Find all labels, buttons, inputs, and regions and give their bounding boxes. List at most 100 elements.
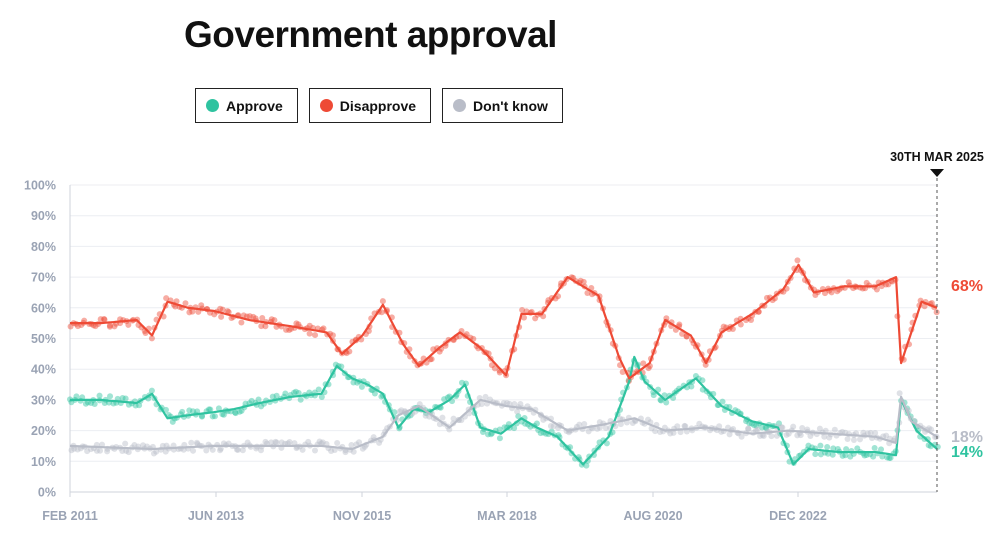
data-point-approve — [719, 398, 726, 405]
data-point-don-t-know — [104, 448, 111, 455]
data-point-disapprove — [812, 292, 819, 299]
data-point-don-t-know — [268, 439, 275, 446]
data-point-don-t-know — [122, 440, 129, 447]
data-point-don-t-know — [123, 447, 130, 454]
data-point-don-t-know — [217, 445, 224, 452]
data-point-don-t-know — [350, 448, 357, 455]
data-point-disapprove — [246, 313, 253, 320]
data-point-approve — [775, 420, 782, 427]
data-point-disapprove — [577, 277, 584, 284]
data-point-don-t-know — [657, 429, 664, 436]
y-tick-label: 70% — [31, 271, 56, 285]
data-point-disapprove — [268, 316, 275, 323]
x-tick-label: DEC 2022 — [769, 509, 827, 523]
disapprove-dot-icon — [319, 99, 333, 112]
data-point-approve — [282, 390, 289, 397]
data-point-disapprove — [491, 365, 498, 372]
data-point-disapprove — [320, 325, 327, 332]
data-point-don-t-know — [450, 415, 457, 422]
data-point-don-t-know — [826, 434, 833, 441]
data-point-disapprove — [794, 257, 801, 264]
data-point-don-t-know — [334, 439, 341, 446]
data-point-don-t-know — [194, 441, 201, 448]
data-point-don-t-know — [482, 393, 489, 400]
dots-layer — [66, 257, 941, 469]
data-point-approve — [583, 462, 590, 469]
data-point-don-t-know — [262, 438, 269, 445]
data-point-don-t-know — [860, 429, 867, 436]
legend-label-disapprove: Disapprove — [339, 97, 417, 114]
data-point-approve — [82, 400, 89, 407]
data-point-approve — [812, 451, 819, 458]
data-point-don-t-know — [244, 439, 251, 446]
data-point-approve — [537, 430, 544, 437]
legend-item-disapprove[interactable]: Disapprove — [308, 88, 432, 123]
data-point-approve — [830, 445, 837, 452]
data-point-disapprove — [258, 323, 265, 330]
y-tick-label: 90% — [31, 209, 56, 223]
data-point-don-t-know — [119, 447, 126, 454]
data-point-approve — [194, 408, 201, 415]
series-line-approve — [70, 355, 938, 466]
data-point-don-t-know — [239, 447, 246, 454]
data-point-disapprove — [619, 368, 626, 375]
data-point-disapprove — [488, 362, 495, 369]
data-point-approve — [817, 442, 824, 449]
data-point-approve — [692, 373, 699, 380]
data-point-approve — [699, 377, 706, 384]
data-point-don-t-know — [821, 433, 828, 440]
data-point-approve — [198, 413, 205, 420]
x-tick-label: MAR 2018 — [477, 509, 537, 523]
data-point-disapprove — [921, 303, 928, 310]
data-point-approve — [751, 422, 758, 429]
data-point-don-t-know — [125, 449, 132, 456]
data-point-don-t-know — [319, 439, 326, 446]
data-point-disapprove — [295, 321, 302, 328]
data-point-don-t-know — [799, 424, 806, 431]
data-point-approve — [91, 401, 98, 408]
data-point-don-t-know — [844, 436, 851, 443]
legend: Approve Disapprove Don't know — [195, 88, 563, 123]
data-point-approve — [258, 403, 265, 410]
data-point-approve — [205, 406, 212, 413]
data-point-don-t-know — [816, 425, 823, 432]
data-point-don-t-know — [93, 447, 100, 454]
chart-title: Government approval — [184, 14, 557, 55]
data-point-approve — [843, 446, 850, 453]
data-point-don-t-know — [356, 439, 363, 446]
data-point-don-t-know — [785, 430, 792, 437]
data-point-disapprove — [271, 317, 278, 324]
data-point-don-t-know — [760, 432, 767, 439]
data-point-approve — [496, 426, 503, 433]
legend-item-dont-know[interactable]: Don't know — [442, 88, 563, 123]
data-point-don-t-know — [773, 432, 780, 439]
data-point-don-t-know — [677, 429, 684, 436]
data-point-don-t-know — [779, 424, 786, 431]
data-point-disapprove — [283, 326, 290, 333]
data-point-disapprove — [125, 321, 132, 328]
approve-dot-icon — [206, 99, 219, 112]
data-point-don-t-know — [140, 442, 147, 449]
data-point-approve — [96, 392, 103, 399]
data-point-don-t-know — [667, 430, 674, 437]
data-point-disapprove — [379, 298, 386, 305]
dont-know-dot-icon — [453, 99, 467, 112]
data-point-don-t-know — [585, 428, 592, 435]
data-point-approve — [829, 451, 836, 458]
data-point-approve — [663, 399, 670, 406]
data-point-don-t-know — [162, 448, 169, 455]
data-point-don-t-know — [253, 445, 260, 452]
data-point-don-t-know — [716, 423, 723, 430]
data-point-don-t-know — [272, 438, 279, 445]
data-point-don-t-know — [278, 439, 285, 446]
data-point-disapprove — [520, 314, 527, 321]
data-point-don-t-know — [629, 420, 636, 427]
data-point-disapprove — [106, 322, 113, 329]
data-point-disapprove — [312, 332, 319, 339]
legend-item-approve[interactable]: Approve — [195, 88, 298, 123]
data-point-don-t-know — [311, 447, 318, 454]
grid-layer — [70, 184, 937, 462]
data-point-approve — [842, 452, 849, 459]
data-point-don-t-know — [752, 427, 759, 434]
